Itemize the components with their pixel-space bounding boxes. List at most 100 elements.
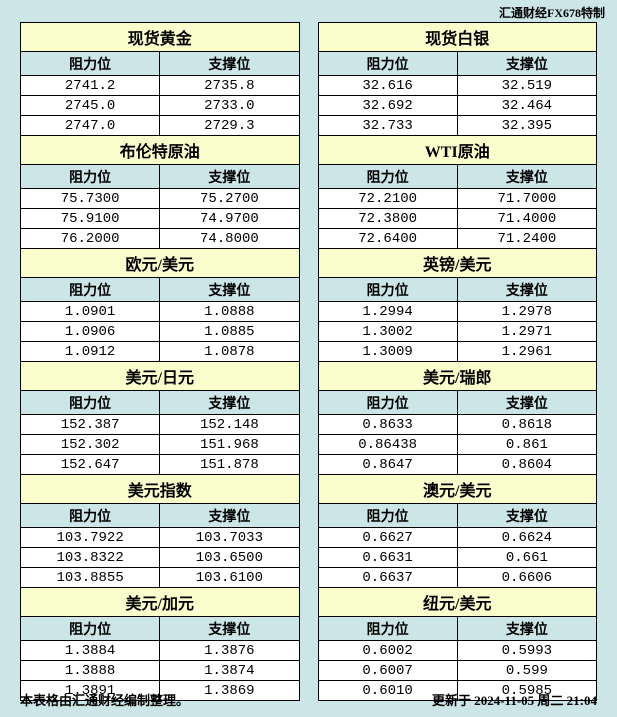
support-value: 0.5993 [458, 641, 596, 660]
header-row: 阻力位支撑位 [319, 278, 597, 302]
resistance-value: 2747.0 [21, 116, 160, 135]
data-row: 152.387152.148 [21, 415, 299, 435]
resistance-value: 152.387 [21, 415, 160, 434]
support-header: 支撑位 [160, 52, 298, 75]
resistance-value: 103.7922 [21, 528, 160, 547]
support-value: 2729.3 [160, 116, 298, 135]
resistance-value: 0.8633 [319, 415, 458, 434]
price-block: 英镑/美元阻力位支撑位1.29941.29781.30021.29711.300… [318, 248, 598, 362]
data-row: 32.73332.395 [319, 116, 597, 135]
resistance-value: 1.0901 [21, 302, 160, 321]
data-row: 0.86330.8618 [319, 415, 597, 435]
block-title: 纽元/美元 [319, 588, 597, 617]
resistance-value: 103.8855 [21, 568, 160, 587]
support-header: 支撑位 [160, 504, 298, 527]
data-row: 76.200074.8000 [21, 229, 299, 248]
support-header: 支撑位 [458, 617, 596, 640]
block-title: 美元/日元 [21, 362, 299, 391]
data-row: 1.09061.0885 [21, 322, 299, 342]
block-title: 美元指数 [21, 475, 299, 504]
data-row: 72.210071.7000 [319, 189, 597, 209]
support-value: 71.7000 [458, 189, 596, 208]
support-value: 103.7033 [160, 528, 298, 547]
header-row: 阻力位支撑位 [319, 391, 597, 415]
resistance-value: 1.2994 [319, 302, 458, 321]
resistance-value: 0.8647 [319, 455, 458, 474]
header-row: 阻力位支撑位 [319, 617, 597, 641]
data-row: 1.09011.0888 [21, 302, 299, 322]
resistance-value: 1.3009 [319, 342, 458, 361]
resistance-value: 1.0906 [21, 322, 160, 341]
resistance-value: 0.6007 [319, 661, 458, 680]
header-row: 阻力位支撑位 [21, 278, 299, 302]
block-title: 澳元/美元 [319, 475, 597, 504]
price-block: 澳元/美元阻力位支撑位0.66270.66240.66310.6610.6637… [318, 474, 598, 588]
data-row: 0.60020.5993 [319, 641, 597, 661]
resistance-value: 0.6627 [319, 528, 458, 547]
resistance-value: 0.6631 [319, 548, 458, 567]
support-header: 支撑位 [160, 165, 298, 188]
resistance-value: 75.9100 [21, 209, 160, 228]
data-row: 1.38841.3876 [21, 641, 299, 661]
resistance-header: 阻力位 [21, 617, 160, 640]
support-header: 支撑位 [160, 617, 298, 640]
data-row: 1.30091.2961 [319, 342, 597, 361]
data-row: 103.8322103.6500 [21, 548, 299, 568]
data-row: 0.86470.8604 [319, 455, 597, 474]
main-container: 现货黄金阻力位支撑位2741.22735.82745.02733.02747.0… [0, 0, 617, 708]
support-header: 支撑位 [458, 278, 596, 301]
resistance-value: 1.3002 [319, 322, 458, 341]
support-value: 2733.0 [160, 96, 298, 115]
price-block: 美元/日元阻力位支撑位152.387152.148152.302151.9681… [20, 361, 300, 475]
support-header: 支撑位 [458, 391, 596, 414]
data-row: 1.09121.0878 [21, 342, 299, 361]
data-row: 0.864380.861 [319, 435, 597, 455]
header-row: 阻力位支撑位 [21, 165, 299, 189]
price-block: 美元/加元阻力位支撑位1.38841.38761.38881.38741.389… [20, 587, 300, 701]
resistance-value: 32.733 [319, 116, 458, 135]
header-row: 阻力位支撑位 [21, 504, 299, 528]
watermark-text: 汇通财经FX678特制 [499, 4, 605, 21]
data-row: 0.66310.661 [319, 548, 597, 568]
support-value: 32.395 [458, 116, 596, 135]
block-title: 欧元/美元 [21, 249, 299, 278]
resistance-value: 2741.2 [21, 76, 160, 95]
data-row: 32.61632.519 [319, 76, 597, 96]
resistance-value: 0.6637 [319, 568, 458, 587]
support-header: 支撑位 [160, 278, 298, 301]
support-value: 1.3876 [160, 641, 298, 660]
resistance-header: 阻力位 [319, 391, 458, 414]
resistance-value: 152.302 [21, 435, 160, 454]
resistance-value: 32.616 [319, 76, 458, 95]
resistance-header: 阻力位 [319, 52, 458, 75]
support-value: 75.2700 [160, 189, 298, 208]
resistance-value: 72.2100 [319, 189, 458, 208]
price-block: 布伦特原油阻力位支撑位75.730075.270075.910074.97007… [20, 135, 300, 249]
footer-updated: 更新于 2024-11-05 周二 21:04 [432, 690, 597, 709]
support-value: 1.2978 [458, 302, 596, 321]
support-value: 0.6606 [458, 568, 596, 587]
support-value: 32.464 [458, 96, 596, 115]
data-row: 2745.02733.0 [21, 96, 299, 116]
data-row: 0.60070.599 [319, 661, 597, 681]
price-block: 现货黄金阻力位支撑位2741.22735.82745.02733.02747.0… [20, 22, 300, 136]
data-row: 152.647151.878 [21, 455, 299, 474]
left-column: 现货黄金阻力位支撑位2741.22735.82745.02733.02747.0… [20, 22, 300, 700]
support-value: 74.8000 [160, 229, 298, 248]
resistance-value: 152.647 [21, 455, 160, 474]
block-title: 现货黄金 [21, 23, 299, 52]
support-value: 74.9700 [160, 209, 298, 228]
support-value: 1.2971 [458, 322, 596, 341]
support-value: 0.861 [458, 435, 596, 454]
resistance-value: 1.3888 [21, 661, 160, 680]
support-value: 71.4000 [458, 209, 596, 228]
price-block: 欧元/美元阻力位支撑位1.09011.08881.09061.08851.091… [20, 248, 300, 362]
support-value: 0.599 [458, 661, 596, 680]
price-block: WTI原油阻力位支撑位72.210071.700072.380071.40007… [318, 135, 598, 249]
right-column: 现货白银阻力位支撑位32.61632.51932.69232.46432.733… [318, 22, 598, 700]
data-row: 1.30021.2971 [319, 322, 597, 342]
support-value: 151.968 [160, 435, 298, 454]
support-header: 支撑位 [160, 391, 298, 414]
resistance-header: 阻力位 [319, 504, 458, 527]
header-row: 阻力位支撑位 [21, 52, 299, 76]
